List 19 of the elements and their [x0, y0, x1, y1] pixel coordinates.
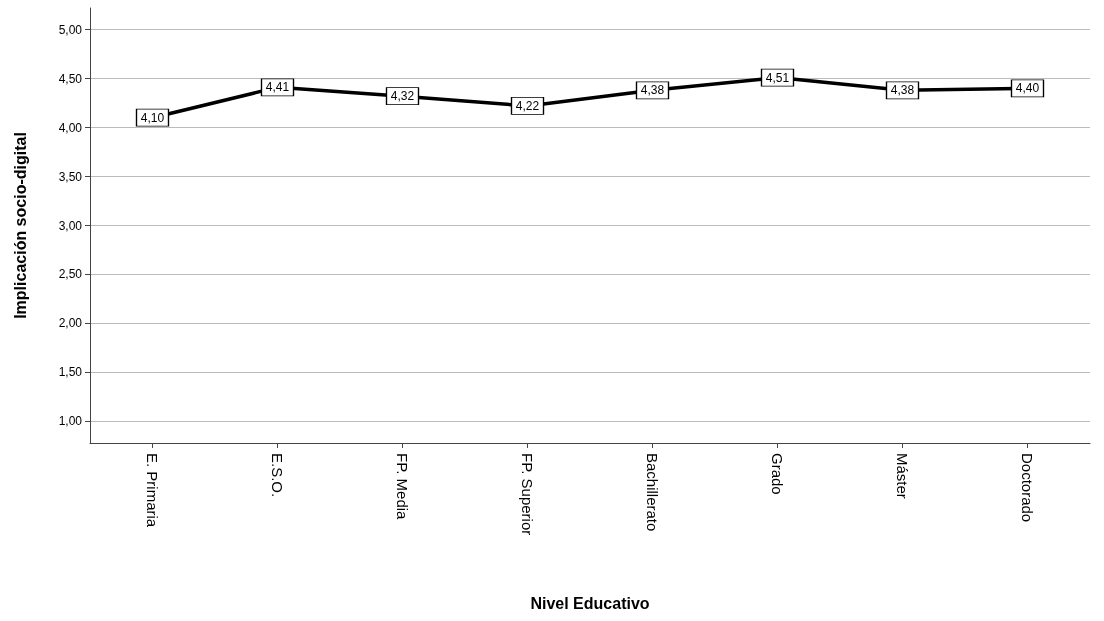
x-tick-label: Grado [769, 453, 786, 495]
y-tick-label: 2,50 [58, 267, 83, 282]
x-tick-label: Máster [894, 453, 911, 499]
x-tick-label: FP. Media [394, 453, 411, 521]
x-tick-label: Doctorado [1019, 453, 1036, 523]
y-tick-label: 4,50 [58, 71, 83, 86]
x-axis-title: Nivel Educativo [530, 594, 650, 612]
y-tick-label: 4,00 [58, 120, 83, 135]
y-tick-label: 1,00 [58, 414, 83, 429]
y-tick-label: 3,50 [58, 169, 83, 184]
x-tick-label: FP. Superior [519, 453, 536, 536]
y-tick-label: 2,00 [58, 316, 83, 331]
y-axis-title: Implicación socio-digital [11, 132, 29, 319]
y-tick-label: 5,00 [58, 22, 83, 37]
y-tick-label: 1,50 [58, 365, 83, 380]
y-tick-label: 3,00 [58, 218, 83, 233]
x-tick-label: Bachillerato [644, 453, 661, 532]
x-tick-label: E. Primaria [144, 453, 161, 528]
x-tick-label: E.S.O. [269, 453, 286, 498]
